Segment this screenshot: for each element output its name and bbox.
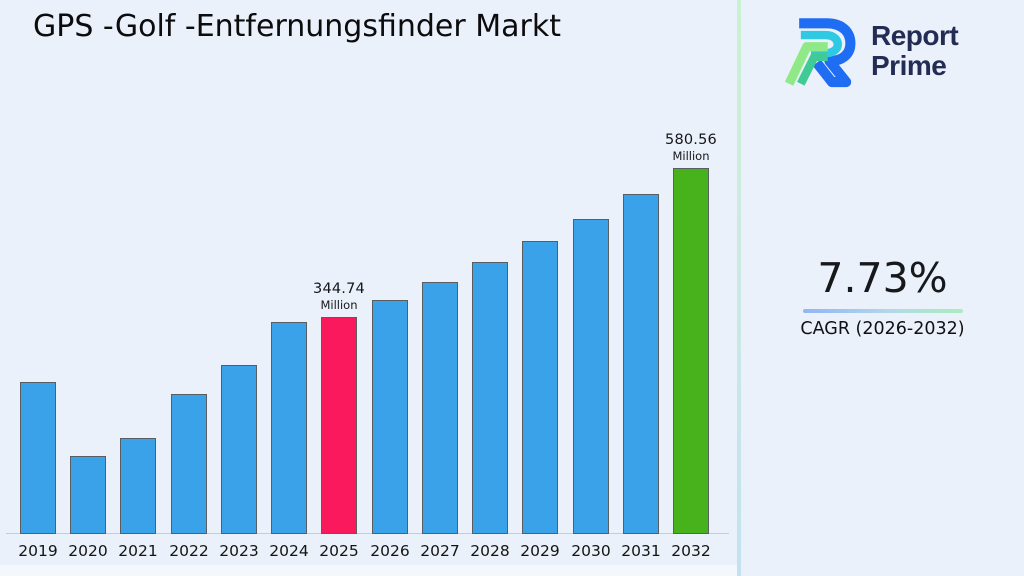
bar-2032 <box>673 168 709 534</box>
x-tick-2024: 2024 <box>269 542 309 560</box>
chart-panel: GPS -Golf -Entfernungsfinder Markt 2019 2… <box>0 9 737 576</box>
bar-2022 <box>171 394 207 534</box>
x-tick-2030: 2030 <box>571 542 611 560</box>
x-tick-2029: 2029 <box>520 542 560 560</box>
x-tick-2032: 2032 <box>671 542 711 560</box>
divider <box>737 0 741 576</box>
x-tick-2022: 2022 <box>169 542 209 560</box>
bar-2021 <box>120 438 156 534</box>
bar-2027 <box>422 282 458 534</box>
bar-2023 <box>221 365 257 534</box>
logo-word-prime: Prime <box>871 50 947 81</box>
report-prime-logo-icon <box>784 18 856 88</box>
page-title: GPS -Golf -Entfernungsfinder Markt <box>33 9 561 44</box>
x-tick-2027: 2027 <box>420 542 460 560</box>
bar-2020 <box>70 456 106 534</box>
bar-2028 <box>472 262 508 534</box>
bar-2024 <box>271 322 307 534</box>
cagr-label: CAGR (2026-2032) <box>800 319 965 339</box>
cagr-block: 7.73% CAGR (2026-2032) <box>741 254 1024 339</box>
report-prime-logo: Report Prime <box>779 8 959 94</box>
value-label-2025: 344.74 Million <box>313 281 365 312</box>
cagr-value: 7.73% <box>817 254 948 302</box>
x-tick-2020: 2020 <box>68 542 108 560</box>
x-tick-2023: 2023 <box>219 542 259 560</box>
bar-2031 <box>623 194 659 534</box>
logo-word-report: Report <box>871 19 959 51</box>
bar-2025 <box>321 317 357 534</box>
x-axis-line <box>6 533 729 534</box>
bar-2026 <box>372 300 408 534</box>
x-tick-2021: 2021 <box>118 542 158 560</box>
bar-chart: 2019 2020 2021 2022 2023 2024 2025 344.74 Millio… <box>6 132 729 560</box>
bar-2030 <box>573 219 609 534</box>
cagr-underline <box>802 309 963 313</box>
value-label-2032: 580.56 Million <box>665 132 717 163</box>
x-tick-2031: 2031 <box>621 542 661 560</box>
info-panel: Report Prime 7.73% CAGR (2026-2032) <box>741 0 1024 576</box>
footer-strip <box>0 565 737 576</box>
report-prime-wordmark: Report Prime <box>871 19 959 81</box>
x-tick-2019: 2019 <box>18 542 58 560</box>
bar-2029 <box>522 241 558 534</box>
x-tick-2028: 2028 <box>470 542 510 560</box>
x-tick-2026: 2026 <box>370 542 410 560</box>
x-tick-2025: 2025 <box>319 542 359 560</box>
bar-2019 <box>20 382 56 534</box>
